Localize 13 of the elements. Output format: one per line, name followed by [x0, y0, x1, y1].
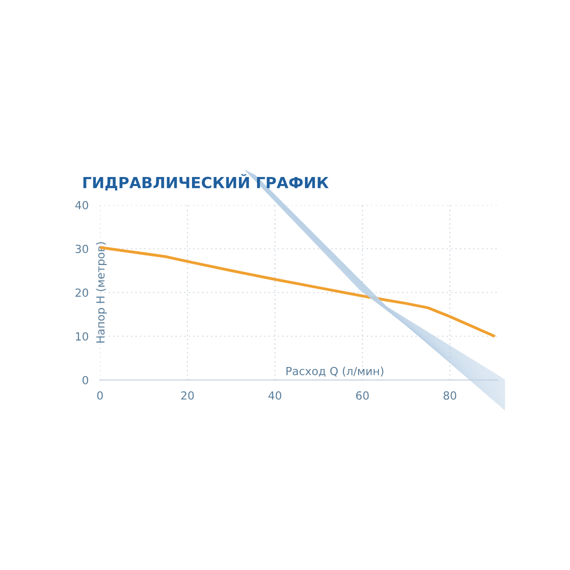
y-tick-label: 10 [76, 332, 88, 341]
y-axis-title: Напор H (метров) [96, 242, 107, 343]
y-tick-label: 0 [82, 376, 88, 384]
x-tick-label: 80 [444, 391, 456, 400]
x-axis-title: Расход Q (л/мин) [286, 366, 384, 377]
y-tick-label: 30 [76, 244, 88, 254]
x-tick-label: 20 [181, 391, 194, 400]
x-tick-label: 0 [97, 391, 103, 400]
x-tick-label: 40 [268, 391, 282, 400]
y-tick-label: 40 [75, 200, 88, 210]
x-tick-label: 60 [356, 391, 369, 400]
y-tick-label: 20 [76, 288, 88, 297]
chart-title: ГИДРАВЛИЧЕСКИЙ ГРАФИК [83, 174, 329, 190]
